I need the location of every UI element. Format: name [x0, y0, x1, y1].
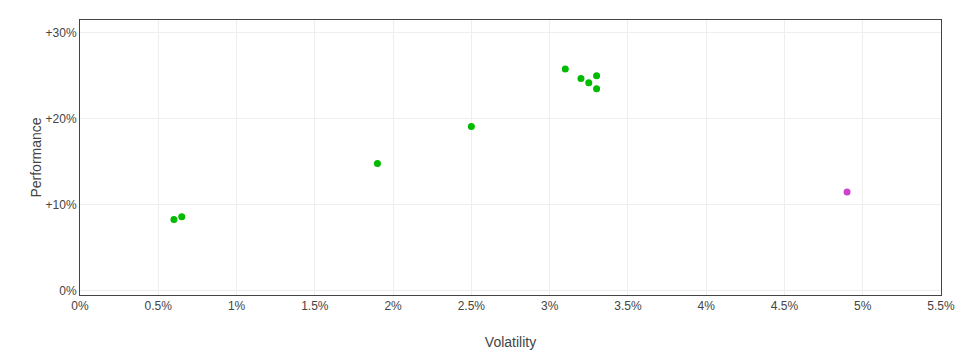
svg-text:+30%: +30% — [46, 26, 77, 40]
svg-text:1.5%: 1.5% — [301, 299, 329, 313]
svg-text:0%: 0% — [59, 284, 77, 298]
svg-text:+20%: +20% — [46, 112, 77, 126]
svg-text:0.5%: 0.5% — [145, 299, 173, 313]
svg-text:Performance: Performance — [28, 117, 44, 197]
svg-text:3.5%: 3.5% — [614, 299, 642, 313]
svg-text:4%: 4% — [698, 299, 716, 313]
svg-text:2.5%: 2.5% — [458, 299, 486, 313]
svg-text:3%: 3% — [541, 299, 559, 313]
svg-text:5%: 5% — [854, 299, 872, 313]
svg-text:1%: 1% — [228, 299, 246, 313]
svg-text:Volatility: Volatility — [485, 334, 536, 350]
svg-text:2%: 2% — [384, 299, 402, 313]
svg-text:0%: 0% — [71, 299, 89, 313]
svg-text:+10%: +10% — [46, 198, 77, 212]
svg-text:5.5%: 5.5% — [927, 299, 955, 313]
svg-text:4.5%: 4.5% — [771, 299, 799, 313]
